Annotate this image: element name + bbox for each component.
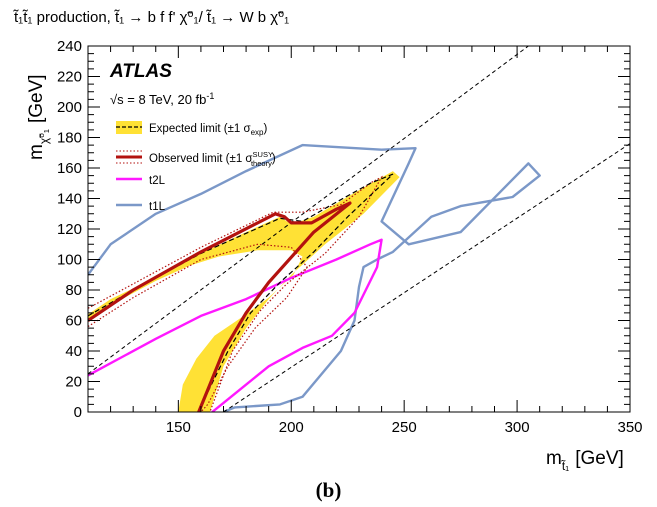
legend-label-sub: exp — [251, 128, 264, 137]
y-axis-label-m: m — [26, 144, 47, 160]
y-tick-label: 240 — [57, 38, 82, 55]
x-axis-label-unit: [GeV] — [575, 448, 624, 469]
kinematic-line-0 — [88, 46, 529, 375]
plot-area — [88, 46, 630, 412]
observed-limit-line — [88, 201, 352, 412]
legend-label-text: t2L — [149, 175, 166, 187]
energy-label-sup: -1 — [206, 91, 214, 101]
y-tick-label: 100 — [57, 252, 82, 269]
y-tick-label: 140 — [57, 191, 82, 208]
legend-item-t2L: t2L — [116, 175, 166, 187]
y-axis-label-unit: [GeV] — [26, 74, 47, 123]
legend-label: t2L — [149, 175, 166, 187]
energy-label: √s = 8 TeV, 20 fb-1 — [110, 91, 214, 107]
atlas-label: ATLAS — [109, 61, 172, 82]
labels: mt̃₁ [GeV]mχ̃⁰₁[GeV]ATLAS√s = 8 TeV, 20 f… — [26, 61, 624, 473]
legend-label-sup: SUSY — [253, 150, 273, 159]
axes: 150 200 250 300 350 0 20 40 60 80 100 120 140 160 180 2… — [57, 38, 643, 436]
expected-limit-line — [88, 173, 394, 412]
plot-contents — [88, 46, 630, 412]
legend-label-tail: ) — [264, 123, 268, 135]
legend-label-text: Observed limit (±1 σ — [149, 153, 253, 165]
legend-label: t1L — [149, 201, 166, 213]
y-tick-label: 60 — [65, 313, 82, 330]
x-axis-label-sub: t̃₁ — [560, 458, 569, 473]
y-axis-label: mχ̃⁰₁ [GeV] — [26, 74, 51, 160]
x-tick-label: 150 — [166, 419, 191, 436]
legend-item-t1L: t1L — [116, 201, 166, 213]
expected-band — [88, 171, 400, 412]
y-tick-label: 200 — [57, 99, 82, 116]
x-tick-label: 250 — [392, 419, 417, 436]
legend-item-expected: Expected limit (±1 σexp) — [116, 121, 268, 137]
y-tick-label: 220 — [57, 69, 82, 86]
observed-minus-sigma — [88, 243, 308, 412]
y-tick-label: 120 — [57, 221, 82, 238]
y-tick-label: 0 — [74, 404, 82, 421]
x-axis-label-m: m — [546, 448, 562, 469]
x-tick-label: 300 — [505, 419, 530, 436]
energy-label-text: √s = 8 TeV, 20 fb — [110, 92, 206, 107]
t1L-contour — [88, 143, 541, 412]
legend-label: Observed limit (±1 σSUSY theory) — [149, 150, 276, 168]
legend-label-text: t1L — [149, 201, 166, 213]
legend-label-text: Expected limit (±1 σ — [149, 123, 251, 135]
legend: Expected limit (±1 σexp)Observed limit (… — [116, 121, 276, 213]
t2L-contour — [88, 238, 383, 412]
y-tick-label: 160 — [57, 160, 82, 177]
y-tick-label: 40 — [65, 343, 82, 360]
y-tick-label: 180 — [57, 130, 82, 147]
legend-label: Expected limit (±1 σexp) — [149, 123, 268, 137]
x-axis-label: mt̃₁ [GeV] — [546, 448, 624, 473]
x-tick-label: 200 — [279, 419, 304, 436]
panel-label: (b) — [315, 478, 342, 502]
y-tick-label: 80 — [65, 282, 82, 299]
chart-title: t̃₁t̃₁ production, t̃₁ → b f f' χ̃⁰₁/ t̃… — [14, 9, 290, 26]
legend-label-tail: ) — [272, 153, 276, 165]
x-tick-label: 350 — [617, 419, 642, 436]
legend-item-observed: Observed limit (±1 σSUSY theory) — [116, 150, 276, 168]
y-axis-label-sub: χ̃⁰₁ — [37, 129, 51, 144]
y-tick-label: 20 — [65, 374, 82, 391]
legend-label-sub: theory — [251, 159, 272, 168]
